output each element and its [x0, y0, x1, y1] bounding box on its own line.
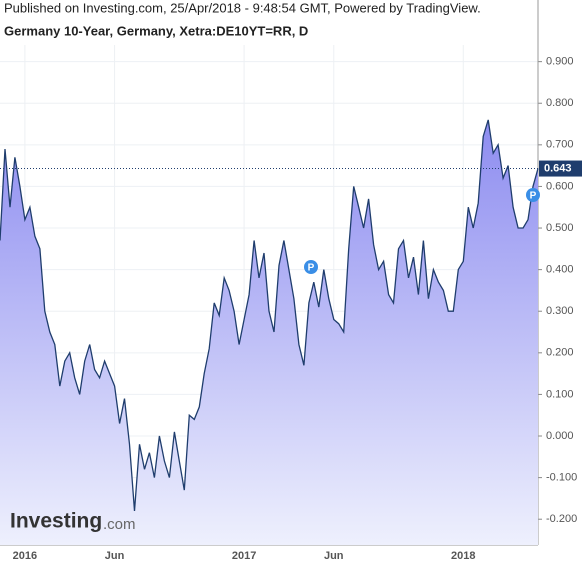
y-tick-label: 0.800 — [546, 97, 574, 109]
line — [0, 119, 539, 511]
annotation-badge — [526, 188, 540, 202]
published-note: Published on Investing.com, 25/Apr/2018 … — [4, 0, 481, 15]
x-tick-label: 2018 — [451, 550, 475, 562]
annotation-badge — [304, 260, 318, 274]
y-tick-label: 0.000 — [546, 430, 574, 442]
x-tick-label: 2017 — [232, 550, 256, 562]
annotation-label: P — [530, 191, 537, 202]
logo: Investing — [10, 510, 102, 533]
y-tick-label: 0.200 — [546, 347, 574, 359]
x-tick-label: 2016 — [13, 550, 37, 562]
last-value-label: 0.643 — [544, 162, 572, 174]
last-value-box — [539, 160, 582, 177]
y-tick-label: 0.300 — [546, 305, 574, 317]
y-tick-label: 0.400 — [546, 264, 574, 276]
chart-title: Germany 10-Year, Germany, Xetra:DE10YT=R… — [4, 23, 308, 38]
y-tick-label: 0.500 — [546, 222, 574, 234]
annotation-label: P — [308, 263, 315, 274]
y-tick-label: 0.100 — [546, 388, 574, 400]
logo-suffix: .com — [103, 516, 136, 533]
y-tick-label: -0.100 — [546, 472, 577, 484]
y-tick-label: 0.700 — [546, 139, 574, 151]
x-tick-label: Jun — [105, 550, 125, 562]
area — [0, 119, 538, 546]
x-tick-label: Jun — [324, 550, 344, 562]
y-tick-label: 0.600 — [546, 180, 574, 192]
y-tick-label: -0.200 — [546, 513, 577, 525]
y-tick-label: 0.900 — [546, 56, 574, 68]
